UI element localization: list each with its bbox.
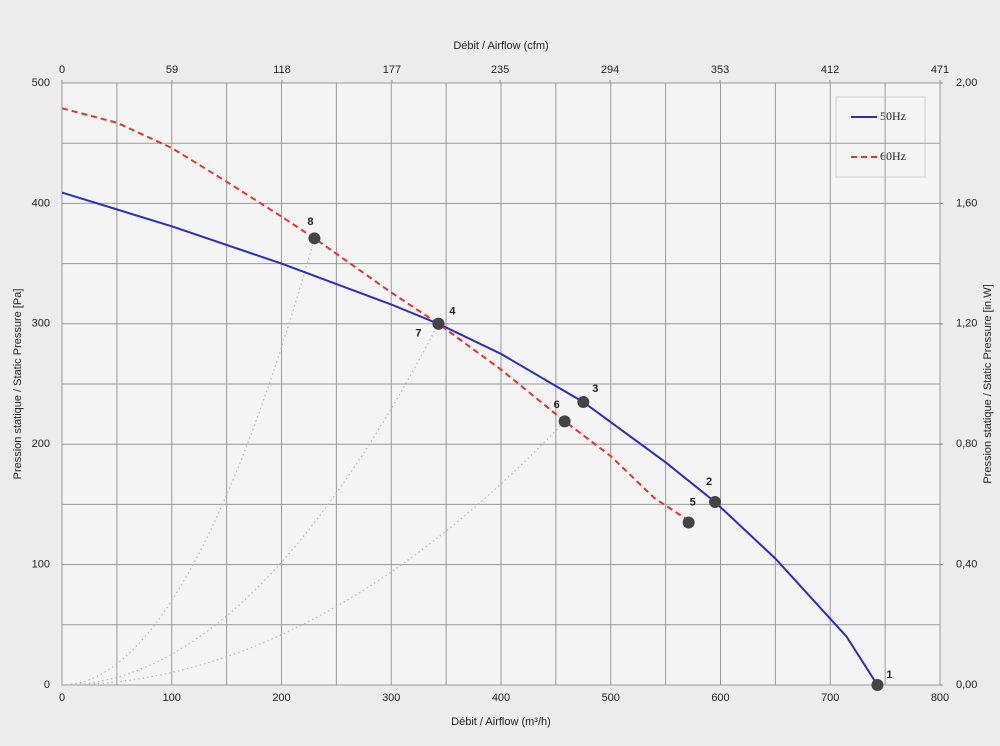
x2-tick-label: 471 xyxy=(931,64,949,76)
x2-tick-label: 177 xyxy=(383,64,401,76)
y-tick-label: 300 xyxy=(32,318,50,330)
legend-box xyxy=(835,96,926,178)
y-tick-label: 500 xyxy=(32,77,50,89)
y-axis-title: Pression statique / Static Pressure [Pa] xyxy=(12,289,24,480)
top-axis-title: Débit / Airflow (cfm) xyxy=(453,40,548,52)
system-curve xyxy=(61,420,566,686)
operating-point xyxy=(308,232,321,245)
operating-point xyxy=(682,516,695,529)
x-tick-label: 500 xyxy=(602,692,620,704)
point-label: 6 xyxy=(554,399,560,411)
x-tick-label: 400 xyxy=(492,692,510,704)
x2-tick-label: 294 xyxy=(601,64,619,76)
series-line xyxy=(61,191,879,686)
y2-tick-label: 1,60 xyxy=(956,197,977,209)
operating-point xyxy=(558,415,571,428)
operating-point xyxy=(709,495,722,508)
y2-tick-label: 1,20 xyxy=(956,318,977,330)
legend-label: 60Hz xyxy=(880,149,906,163)
operating-point xyxy=(577,396,590,409)
point-label: 4 xyxy=(449,306,456,318)
system-curve xyxy=(61,323,439,686)
x-tick-label: 700 xyxy=(821,692,839,704)
point-label: 1 xyxy=(886,669,892,681)
point-label: 7 xyxy=(415,328,421,340)
operating-point xyxy=(871,679,884,691)
x2-tick-label: 353 xyxy=(711,64,729,76)
point-label: 3 xyxy=(592,383,598,395)
x2-tick-label: 59 xyxy=(166,64,178,76)
x-tick-label: 600 xyxy=(711,692,729,704)
x2-tick-label: 235 xyxy=(491,64,509,76)
x-tick-label: 800 xyxy=(931,692,949,704)
point-label: 2 xyxy=(706,476,712,488)
legend: 50Hz 60Hz xyxy=(835,96,926,178)
x2-tick-label: 412 xyxy=(821,64,839,76)
y2-axis-title: Pression statique / Static Pressure [in.… xyxy=(982,284,994,483)
y-tick-label: 200 xyxy=(32,438,50,450)
x-tick-label: 200 xyxy=(272,692,290,704)
y2-tick-label: 0,80 xyxy=(956,438,977,450)
x-axis-title: Débit / Airflow (m³/h) xyxy=(451,716,551,728)
x2-tick-label: 118 xyxy=(273,64,291,76)
y-tick-label: 100 xyxy=(32,559,50,571)
system-curve xyxy=(61,238,316,686)
x-tick-label: 100 xyxy=(163,692,181,704)
y2-tick-label: 2,00 xyxy=(956,77,977,89)
operating-point xyxy=(432,317,445,330)
y-tick-label: 400 xyxy=(32,197,50,209)
point-label: 5 xyxy=(690,496,696,508)
y2-tick-label: 0,00 xyxy=(956,679,977,691)
y2-tick-label: 0,40 xyxy=(956,559,977,571)
legend-label: 50Hz xyxy=(880,109,906,123)
x-tick-label: 0 xyxy=(59,692,65,704)
series-line xyxy=(61,107,691,523)
x2-tick-label: 0 xyxy=(59,64,65,76)
x-tick-label: 300 xyxy=(382,692,400,704)
point-label: 8 xyxy=(307,216,313,228)
y-tick-label: 0 xyxy=(44,679,50,691)
